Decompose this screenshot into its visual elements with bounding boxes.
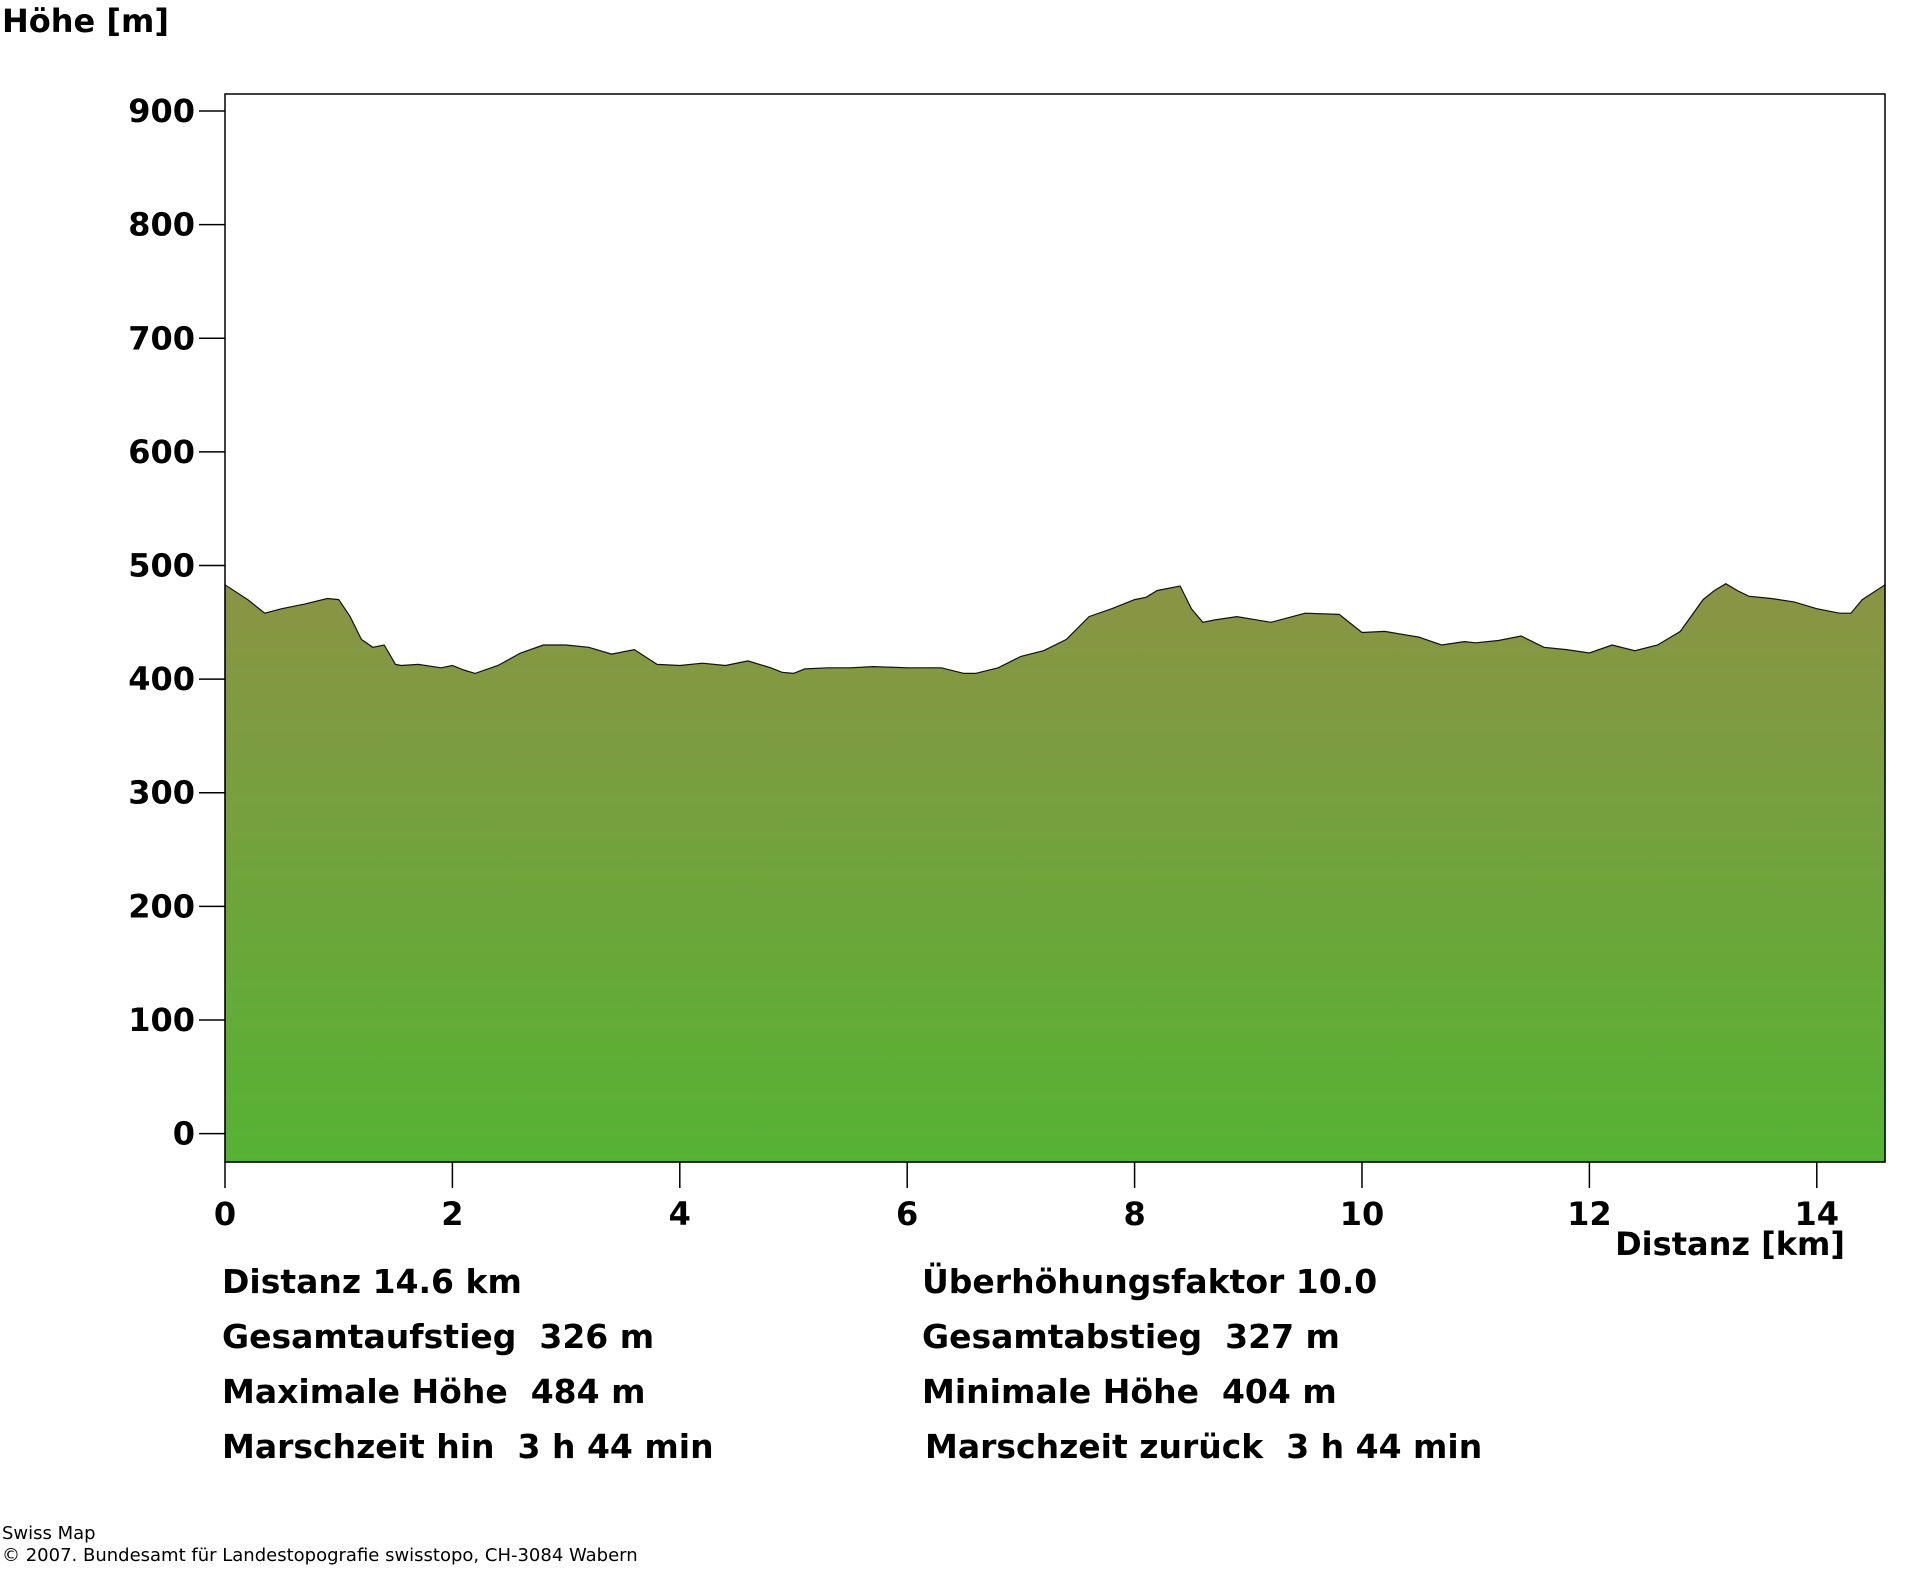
x-tick-label: 4	[669, 1195, 691, 1233]
y-tick-label: 700	[128, 319, 195, 357]
y-tick-label: 600	[128, 433, 195, 471]
plot-frame	[224, 93, 1886, 1163]
x-axis-title: Distanz [km]	[1615, 1225, 1845, 1263]
elevation-profile-area	[224, 583, 1886, 1163]
y-tick-label: 400	[128, 660, 195, 698]
x-tick-label: 8	[1123, 1195, 1145, 1233]
x-tick-label: 0	[214, 1195, 236, 1233]
x-tick-label: 6	[896, 1195, 918, 1233]
y-axis-title: Höhe [m]	[2, 2, 169, 40]
x-tick-label: 10	[1340, 1195, 1385, 1233]
stat-min-height: Minimale Höhe 404 m	[922, 1372, 1337, 1411]
stat-max-height: Maximale Höhe 484 m	[222, 1372, 646, 1411]
y-tick-label: 500	[128, 547, 195, 585]
stat-total-ascent: Gesamtaufstieg 326 m	[222, 1317, 655, 1356]
x-tick-label: 2	[441, 1195, 463, 1233]
y-tick-label: 100	[128, 1001, 195, 1039]
y-tick-label: 0	[173, 1115, 195, 1153]
x-tick-label: 14	[1795, 1195, 1840, 1233]
stat-total-descent: Gesamtabstieg 327 m	[922, 1317, 1340, 1356]
stat-exaggeration: Überhöhungsfaktor 10.0	[922, 1262, 1378, 1301]
stat-distance: Distanz 14.6 km	[222, 1262, 522, 1301]
stat-time-back: Marschzeit zurück 3 h 44 min	[925, 1427, 1483, 1466]
footer-copyright: © 2007. Bundesamt für Landestopografie s…	[2, 1545, 638, 1566]
stat-time-there: Marschzeit hin 3 h 44 min	[222, 1427, 714, 1466]
y-tick-label: 900	[128, 92, 195, 130]
y-tick-label: 800	[128, 206, 195, 244]
y-tick-label: 200	[128, 887, 195, 925]
y-tick-label: 300	[128, 774, 195, 812]
x-tick-label: 12	[1567, 1195, 1612, 1233]
footer-source: Swiss Map	[2, 1523, 96, 1544]
